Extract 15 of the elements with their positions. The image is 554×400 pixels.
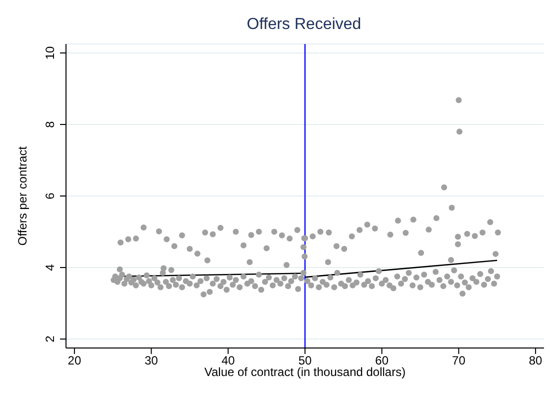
y-tick-label: 2 — [43, 335, 57, 342]
y-tick-label: 6 — [43, 192, 57, 200]
y-axis-title: Offers per contract — [15, 146, 30, 246]
x-tick-label: 20 — [68, 354, 82, 368]
x-axis-title: Value of contract (in thousand dollars) — [204, 365, 406, 379]
y-tick-label: 4 — [43, 264, 57, 271]
x-tick-label: 70 — [452, 354, 466, 368]
y-tick-label: 8 — [43, 120, 57, 128]
chart-title: Offers Received — [246, 16, 362, 34]
x-tick-label: 30 — [144, 354, 158, 368]
x-tick-label: 60 — [375, 354, 389, 368]
x-tick-label: 40 — [221, 354, 236, 368]
y-tick-label: 10 — [43, 46, 57, 60]
x-tick-label: 50 — [298, 354, 312, 368]
x-tick-label: 80 — [528, 354, 543, 368]
